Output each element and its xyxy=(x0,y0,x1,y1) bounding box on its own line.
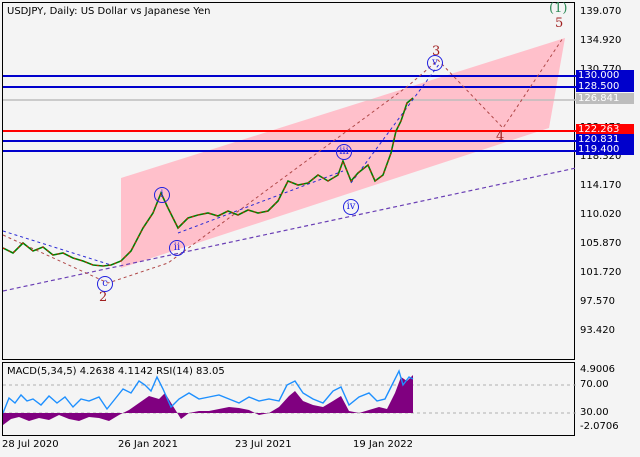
time-label: 28 Jul 2020 xyxy=(2,439,59,450)
level-tag-120831: 120.831 xyxy=(576,134,634,145)
level-tag-130000: 130.000 xyxy=(576,70,634,81)
level-tag-128500: 128.500 xyxy=(576,81,634,92)
wave-label-iii: iii xyxy=(336,144,352,160)
price-tick: 118.320 xyxy=(580,151,622,162)
indicator-title: MACD(5,34,5) 4.2638 4.1142 RSI(14) 83.05 xyxy=(7,366,225,377)
rsi-line xyxy=(3,369,414,414)
time-label: 19 Jan 2022 xyxy=(353,439,413,450)
level-tag-119400: 119.400 xyxy=(576,144,634,155)
price-tick: 134.920 xyxy=(580,35,622,46)
current-price-tag: 126.841 xyxy=(576,93,634,104)
wave-label-c: c xyxy=(97,276,113,292)
price-tick: 110.020 xyxy=(580,209,622,220)
price-chart-canvas xyxy=(3,37,576,292)
indicator-tick: 30.00 xyxy=(580,407,609,418)
wave-label-2: 2 xyxy=(99,290,108,305)
indicator-tick: 70.00 xyxy=(580,379,609,390)
wave-label-5: 5 xyxy=(555,16,564,31)
wave-label-iv: iv xyxy=(343,199,359,215)
wave-label-major-1: (1) xyxy=(549,1,568,16)
wave-label-i: i xyxy=(154,187,170,203)
price-tick: 101.720 xyxy=(580,267,622,278)
indicator-tick: 4.9006 xyxy=(580,364,615,375)
indicator-tick: -2.0706 xyxy=(580,421,619,432)
indicator-pane[interactable]: MACD(5,34,5) 4.2638 4.1142 RSI(14) 83.05 xyxy=(2,362,576,436)
price-chart-pane[interactable]: USDJPY, Daily: US Dollar vs Japanese Yen… xyxy=(2,1,576,360)
wave-label-v: v xyxy=(427,55,443,71)
price-tick: 130.770 xyxy=(580,64,621,75)
price-series xyxy=(3,97,414,267)
level-tag-122263: 122.263 xyxy=(576,124,634,135)
wave-label-3: 3 xyxy=(432,44,441,59)
price-tick: 93.420 xyxy=(580,325,615,336)
macd-histogram xyxy=(3,375,413,425)
price-tick: 114.170 xyxy=(580,180,622,191)
price-tick: 139.070 xyxy=(580,6,622,17)
time-label: 23 Jul 2021 xyxy=(235,439,292,450)
price-tick: 97.570 xyxy=(580,296,615,307)
wave-label-4: 4 xyxy=(496,129,505,144)
time-label: 26 Jan 2021 xyxy=(118,439,178,450)
chart-title: USDJPY, Daily: US Dollar vs Japanese Yen xyxy=(7,6,211,17)
wave-label-ii: ii xyxy=(169,240,185,256)
indicator-canvas xyxy=(3,369,576,425)
price-tick: 105.870 xyxy=(580,238,622,249)
